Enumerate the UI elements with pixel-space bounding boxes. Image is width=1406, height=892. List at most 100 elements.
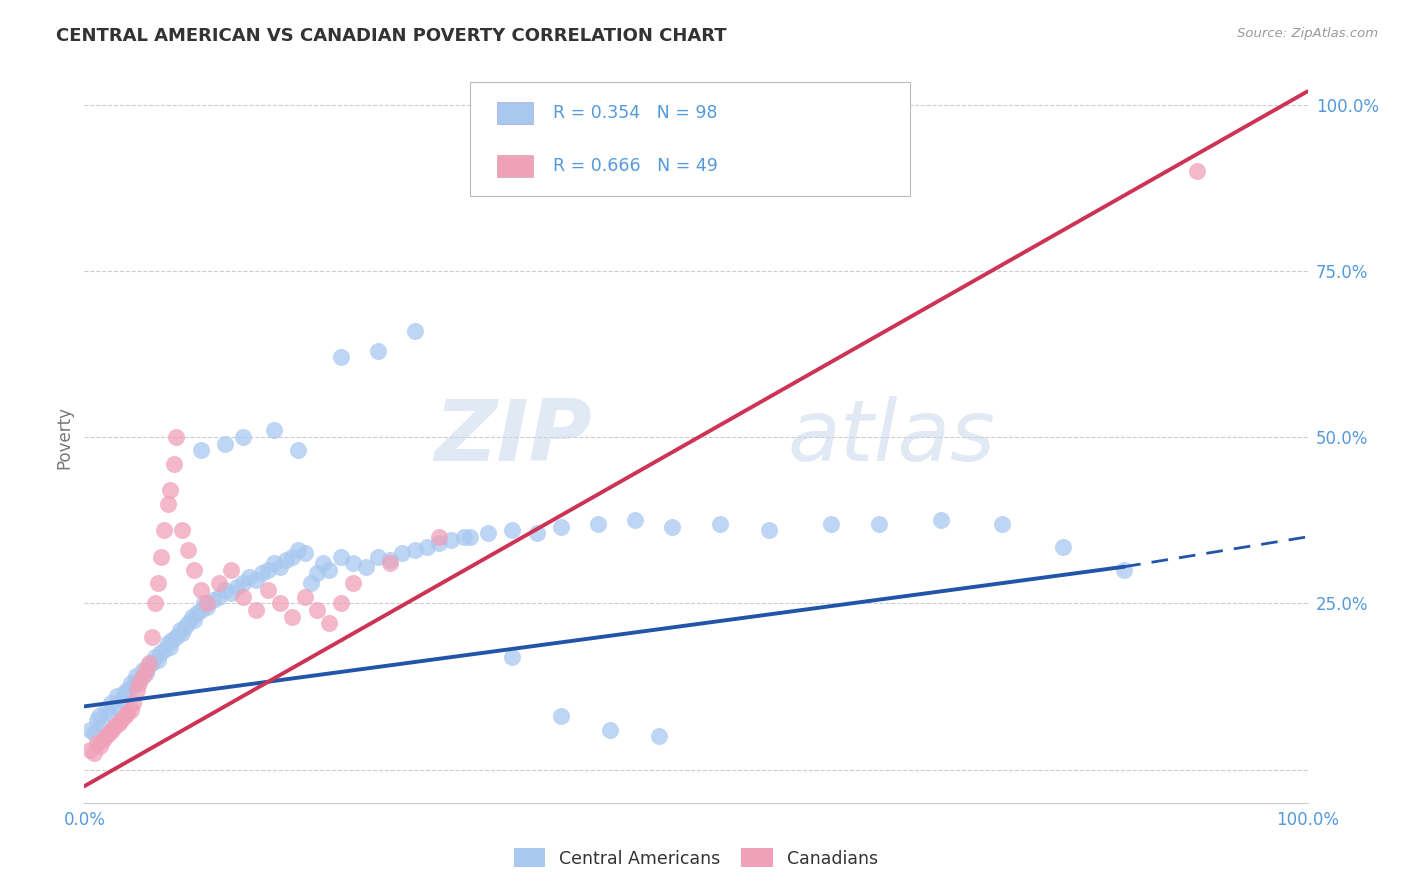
Point [294, 590, 316, 604]
Point [146, 653, 169, 667]
Point [342, 557, 364, 571]
Text: ZIP: ZIP [434, 395, 592, 479]
Point [367, 549, 389, 564]
Bar [496, 102, 533, 124]
Point [172, 523, 194, 537]
Point [232, 430, 254, 444]
Point [104, 699, 127, 714]
Point [159, 483, 181, 498]
Text: atlas: atlas [787, 395, 995, 479]
Y-axis label: Poverty: Poverty [55, 406, 73, 468]
Point [367, 343, 389, 358]
Point [257, 563, 280, 577]
Point [318, 563, 340, 577]
Point [91, 732, 114, 747]
Text: R = 0.354   N = 98: R = 0.354 N = 98 [553, 104, 717, 122]
Point [380, 557, 402, 571]
Point [115, 682, 138, 697]
Point [1187, 164, 1209, 178]
Point [477, 526, 499, 541]
Point [453, 530, 475, 544]
Point [135, 663, 157, 677]
Point [232, 590, 254, 604]
Point [281, 609, 304, 624]
Point [190, 603, 212, 617]
Point [269, 559, 291, 574]
Point [110, 692, 132, 706]
Point [181, 609, 204, 624]
Point [709, 516, 731, 531]
Point [661, 520, 683, 534]
Point [86, 713, 108, 727]
Point [624, 513, 647, 527]
Point [354, 559, 377, 574]
Point [163, 457, 186, 471]
Point [427, 530, 450, 544]
Point [330, 351, 353, 365]
Point [183, 613, 205, 627]
Point [115, 706, 138, 720]
Point [159, 640, 181, 654]
Point [143, 596, 166, 610]
Point [86, 736, 108, 750]
Point [120, 703, 142, 717]
Point [1114, 563, 1136, 577]
Point [245, 603, 267, 617]
Point [991, 516, 1014, 531]
Point [193, 596, 215, 610]
Point [287, 443, 309, 458]
Point [342, 576, 364, 591]
Point [502, 649, 524, 664]
Point [440, 533, 463, 548]
Point [125, 682, 148, 697]
Point [550, 520, 572, 534]
Point [132, 663, 155, 677]
Point [214, 582, 236, 597]
Point [305, 566, 328, 581]
Point [232, 576, 254, 591]
Point [97, 726, 120, 740]
Point [416, 540, 439, 554]
Point [156, 636, 179, 650]
Point [195, 599, 218, 614]
Point [219, 563, 242, 577]
Point [128, 676, 150, 690]
FancyBboxPatch shape [470, 82, 910, 195]
Point [120, 676, 142, 690]
Point [138, 656, 160, 670]
Point [380, 553, 402, 567]
Point [79, 742, 101, 756]
Point [263, 424, 285, 438]
Point [172, 626, 194, 640]
Point [281, 549, 304, 564]
Point [141, 656, 163, 670]
Point [276, 553, 298, 567]
Point [150, 549, 173, 564]
Point [550, 709, 572, 723]
Point [305, 603, 328, 617]
Bar [496, 155, 533, 178]
Point [758, 523, 780, 537]
Point [183, 563, 205, 577]
Point [330, 596, 353, 610]
Point [153, 523, 176, 537]
Point [427, 536, 450, 550]
Point [294, 546, 316, 560]
Point [269, 596, 291, 610]
Point [186, 607, 208, 621]
Point [250, 566, 273, 581]
Point [146, 576, 169, 591]
Point [190, 443, 212, 458]
Point [122, 680, 145, 694]
Point [104, 719, 127, 733]
Point [83, 746, 105, 760]
Point [214, 436, 236, 450]
Point [299, 576, 322, 591]
Point [177, 543, 200, 558]
Point [599, 723, 621, 737]
Point [91, 719, 114, 733]
Point [226, 580, 249, 594]
Point [114, 709, 136, 723]
Point [287, 543, 309, 558]
Point [820, 516, 842, 531]
